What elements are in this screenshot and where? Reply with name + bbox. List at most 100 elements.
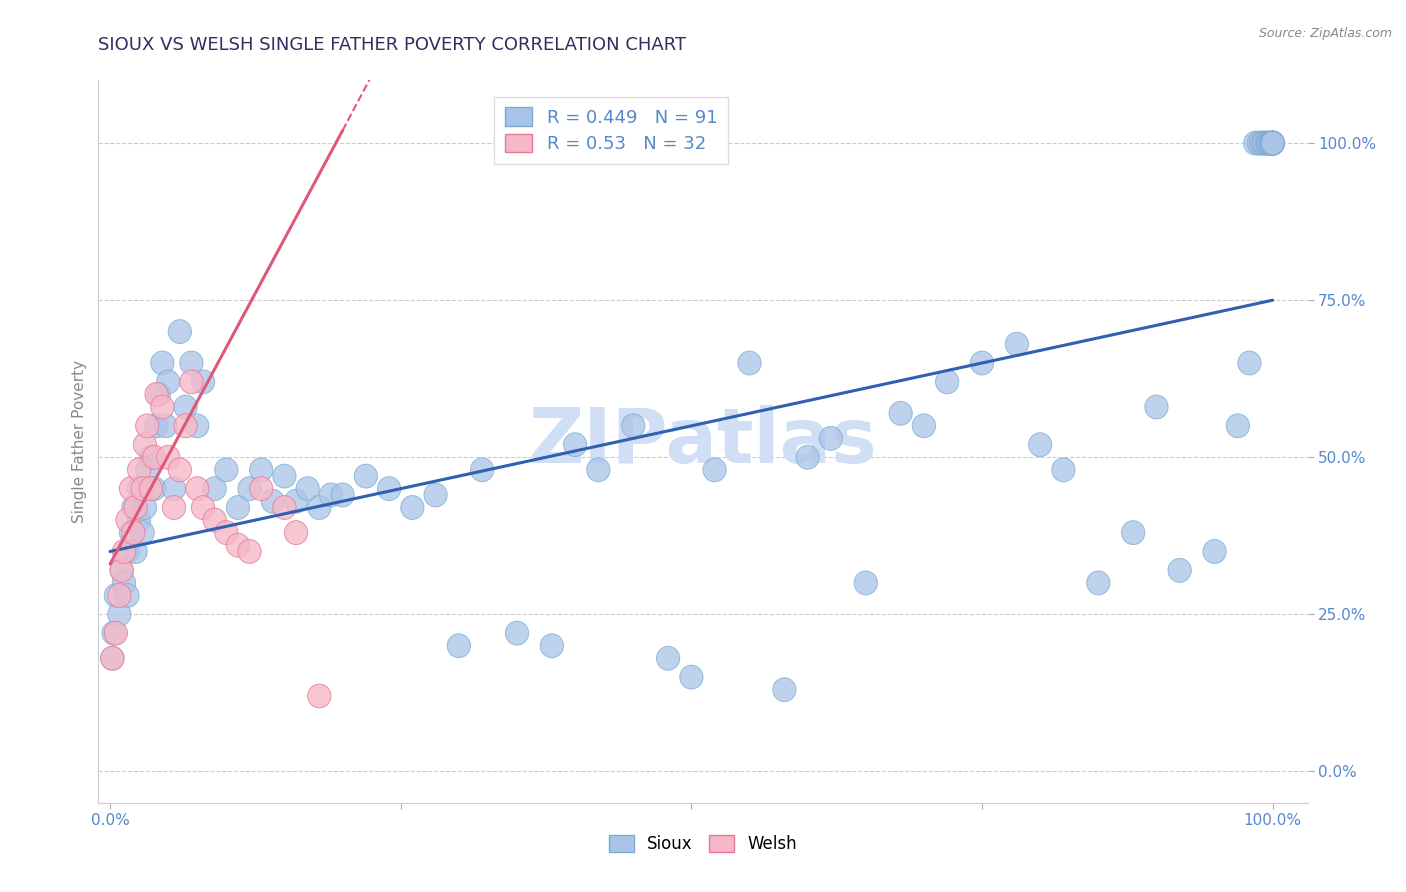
Ellipse shape <box>101 647 124 670</box>
Ellipse shape <box>273 464 297 488</box>
Ellipse shape <box>104 583 128 607</box>
Text: ZIPatlas: ZIPatlas <box>529 405 877 478</box>
Ellipse shape <box>621 414 645 438</box>
Ellipse shape <box>139 445 162 469</box>
Ellipse shape <box>1087 571 1109 595</box>
Ellipse shape <box>101 621 125 645</box>
Ellipse shape <box>128 508 150 532</box>
Ellipse shape <box>912 414 935 438</box>
Legend: Sioux, Welsh: Sioux, Welsh <box>602 828 804 860</box>
Ellipse shape <box>124 496 148 519</box>
Y-axis label: Single Father Poverty: Single Father Poverty <box>72 360 87 523</box>
Ellipse shape <box>1258 131 1282 155</box>
Ellipse shape <box>1168 558 1191 582</box>
Ellipse shape <box>1029 433 1052 457</box>
Ellipse shape <box>112 571 135 595</box>
Text: SIOUX VS WELSH SINGLE FATHER POVERTY CORRELATION CHART: SIOUX VS WELSH SINGLE FATHER POVERTY COR… <box>98 36 686 54</box>
Ellipse shape <box>202 476 226 500</box>
Ellipse shape <box>145 383 169 407</box>
Ellipse shape <box>820 426 842 450</box>
Ellipse shape <box>174 395 197 419</box>
Ellipse shape <box>1261 131 1284 155</box>
Ellipse shape <box>112 540 135 564</box>
Ellipse shape <box>180 351 202 375</box>
Ellipse shape <box>297 476 319 500</box>
Ellipse shape <box>120 521 142 545</box>
Ellipse shape <box>273 496 297 519</box>
Ellipse shape <box>262 490 284 513</box>
Ellipse shape <box>284 521 308 545</box>
Ellipse shape <box>738 351 761 375</box>
Ellipse shape <box>226 533 250 558</box>
Ellipse shape <box>155 414 177 438</box>
Ellipse shape <box>1261 131 1284 155</box>
Ellipse shape <box>128 458 150 482</box>
Ellipse shape <box>773 678 796 702</box>
Ellipse shape <box>139 476 162 500</box>
Ellipse shape <box>150 351 174 375</box>
Ellipse shape <box>377 476 401 500</box>
Ellipse shape <box>238 540 262 564</box>
Ellipse shape <box>540 634 564 657</box>
Ellipse shape <box>1237 351 1261 375</box>
Ellipse shape <box>1261 131 1284 155</box>
Ellipse shape <box>1261 131 1284 155</box>
Ellipse shape <box>354 464 377 488</box>
Ellipse shape <box>135 458 159 482</box>
Ellipse shape <box>128 476 150 500</box>
Ellipse shape <box>1251 131 1275 155</box>
Ellipse shape <box>238 476 262 500</box>
Ellipse shape <box>796 445 820 469</box>
Ellipse shape <box>447 634 471 657</box>
Ellipse shape <box>284 490 308 513</box>
Ellipse shape <box>108 602 131 626</box>
Ellipse shape <box>186 414 209 438</box>
Ellipse shape <box>148 383 170 407</box>
Ellipse shape <box>679 665 703 690</box>
Ellipse shape <box>122 496 145 519</box>
Ellipse shape <box>586 458 610 482</box>
Ellipse shape <box>471 458 494 482</box>
Ellipse shape <box>935 370 959 393</box>
Ellipse shape <box>319 483 343 507</box>
Ellipse shape <box>142 476 166 500</box>
Ellipse shape <box>1261 131 1284 155</box>
Ellipse shape <box>250 476 273 500</box>
Ellipse shape <box>186 476 209 500</box>
Ellipse shape <box>1247 131 1271 155</box>
Ellipse shape <box>889 401 912 425</box>
Ellipse shape <box>135 414 159 438</box>
Ellipse shape <box>657 647 679 670</box>
Ellipse shape <box>120 476 142 500</box>
Ellipse shape <box>425 483 447 507</box>
Ellipse shape <box>855 571 877 595</box>
Ellipse shape <box>101 647 124 670</box>
Ellipse shape <box>1257 131 1281 155</box>
Ellipse shape <box>142 445 166 469</box>
Ellipse shape <box>330 483 354 507</box>
Ellipse shape <box>150 395 174 419</box>
Ellipse shape <box>1261 131 1284 155</box>
Ellipse shape <box>308 684 330 708</box>
Ellipse shape <box>122 521 145 545</box>
Ellipse shape <box>131 521 155 545</box>
Ellipse shape <box>1253 131 1277 155</box>
Ellipse shape <box>124 540 148 564</box>
Ellipse shape <box>104 621 128 645</box>
Ellipse shape <box>202 508 226 532</box>
Ellipse shape <box>180 370 202 393</box>
Ellipse shape <box>174 414 197 438</box>
Ellipse shape <box>134 433 156 457</box>
Ellipse shape <box>1261 131 1284 155</box>
Ellipse shape <box>1204 540 1226 564</box>
Ellipse shape <box>250 458 273 482</box>
Ellipse shape <box>1250 131 1272 155</box>
Ellipse shape <box>1256 131 1278 155</box>
Ellipse shape <box>108 583 131 607</box>
Ellipse shape <box>1257 131 1279 155</box>
Ellipse shape <box>215 458 238 482</box>
Ellipse shape <box>156 370 180 393</box>
Ellipse shape <box>703 458 727 482</box>
Ellipse shape <box>169 458 191 482</box>
Ellipse shape <box>564 433 586 457</box>
